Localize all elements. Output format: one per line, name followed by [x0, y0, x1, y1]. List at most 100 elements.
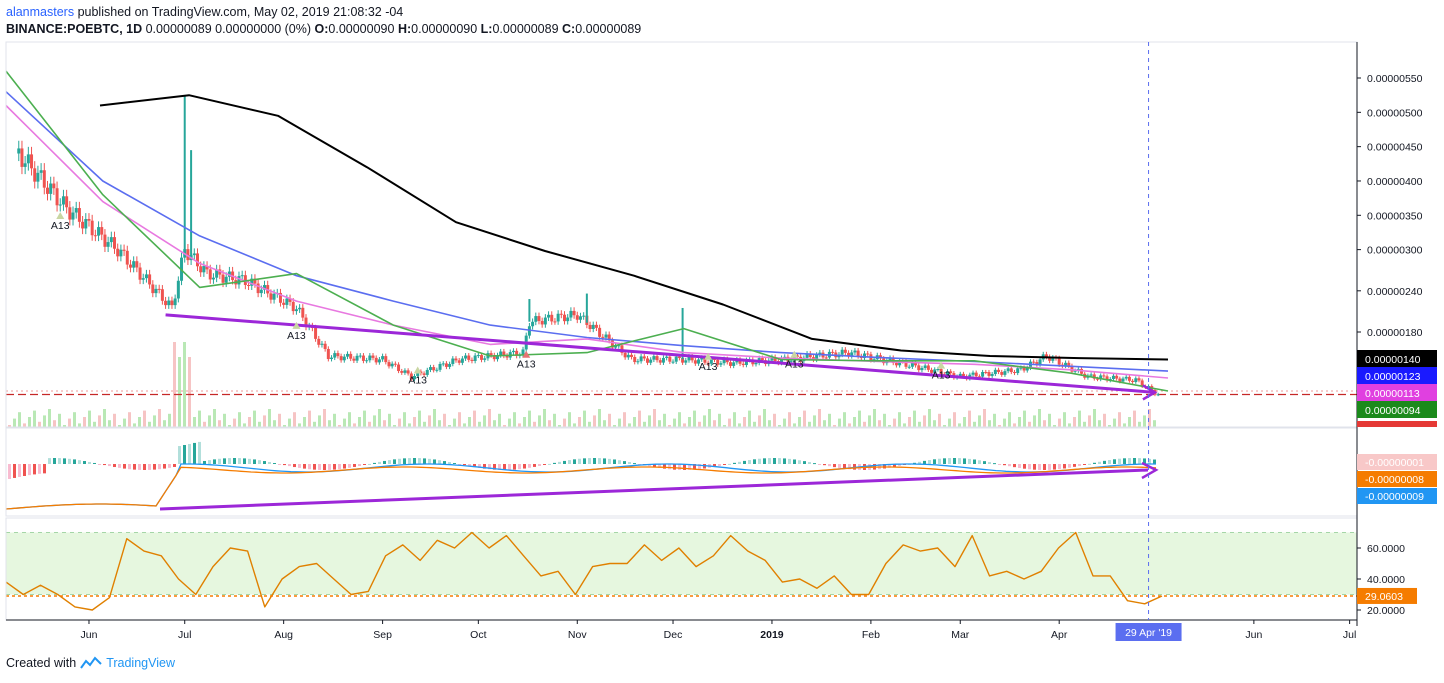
- candle-body: [1044, 354, 1048, 357]
- macd-histogram-bar: [283, 464, 286, 466]
- candle-body: [888, 357, 892, 361]
- macd-badge: [1357, 488, 1437, 504]
- macd-histogram-bar: [698, 464, 701, 470]
- volume-bar: [918, 421, 921, 427]
- candle-body: [674, 356, 678, 362]
- volume-bar: [638, 410, 641, 427]
- candle-body: [1073, 370, 1077, 372]
- macd-histogram-bar: [298, 464, 301, 468]
- volume-bar: [1048, 413, 1051, 427]
- volume-bar: [28, 417, 31, 427]
- macd-histogram-bar: [8, 464, 11, 479]
- macd-histogram-bar: [983, 461, 986, 464]
- volume-bar: [968, 410, 971, 427]
- candle-body: [531, 321, 535, 327]
- author-link[interactable]: alanmasters: [6, 5, 75, 19]
- candle-body: [314, 328, 318, 339]
- macd-histogram-bar: [263, 461, 266, 464]
- volume-bar: [803, 410, 806, 427]
- macd-histogram-bar: [748, 460, 751, 464]
- price-tick-label: 0.00000550: [1367, 73, 1423, 85]
- candle-body: [103, 234, 107, 247]
- volume-bar: [198, 410, 201, 427]
- candle-body: [700, 357, 704, 360]
- volume-bar: [1008, 412, 1011, 427]
- volume-bar: [1058, 418, 1061, 427]
- close-value: 0.00000089: [575, 22, 642, 36]
- candle-body: [170, 300, 174, 306]
- macd-histogram-bar: [1063, 464, 1066, 469]
- candle-body: [499, 351, 503, 356]
- candle-body: [195, 253, 199, 267]
- candle-body: [489, 353, 493, 356]
- volume-bar: [583, 410, 586, 427]
- price-badge: [1357, 401, 1437, 418]
- volume-bar: [983, 409, 986, 427]
- volume-bar: [1038, 409, 1041, 427]
- candle-body: [45, 187, 49, 194]
- volume-bar: [828, 413, 831, 427]
- volume-bar: [433, 409, 436, 427]
- macd-pane[interactable]: [5, 441, 1159, 511]
- macd-histogram-bar: [483, 464, 486, 469]
- macd-histogram-bar: [33, 464, 36, 475]
- volume-bar: [133, 423, 136, 427]
- volume-bar: [218, 420, 221, 427]
- rsi-pane[interactable]: [5, 531, 1357, 611]
- volume-bar: [128, 412, 131, 427]
- macd-histogram-bar: [938, 458, 941, 464]
- candle-body: [547, 314, 551, 318]
- macd-histogram-bar: [718, 464, 721, 466]
- macd-histogram-bar: [88, 461, 91, 464]
- candle-body: [703, 357, 707, 363]
- macd-histogram-bar: [108, 464, 111, 467]
- volume-bar: [308, 410, 311, 427]
- volume-bar: [793, 423, 796, 427]
- macd-histogram-bar: [768, 458, 771, 464]
- macd-histogram-bar: [458, 464, 461, 465]
- volume-bar: [183, 342, 186, 427]
- macd-trendline: [159, 468, 1149, 511]
- macd-histogram-bar: [73, 459, 76, 464]
- pattern-marker: [704, 352, 713, 360]
- volume-bar: [623, 412, 626, 427]
- candle-body: [71, 212, 75, 220]
- candle-body: [122, 249, 126, 251]
- candle-body: [993, 369, 997, 375]
- candle-body: [773, 357, 777, 362]
- volume-bar: [478, 421, 481, 427]
- candle-body: [1019, 367, 1023, 369]
- candle-body: [783, 356, 787, 358]
- candle-body: [77, 208, 81, 222]
- candle-body: [1022, 367, 1026, 371]
- macd-histogram-bar: [1038, 464, 1041, 470]
- macd-histogram-bar: [948, 458, 951, 464]
- candle-body: [330, 357, 334, 360]
- axes: 0.00000550 0.00000500 0.00000450 0.00000400…: [5, 41, 1437, 641]
- volume-bar: [648, 415, 651, 427]
- volume-bar: [1003, 418, 1006, 427]
- candle-body: [460, 358, 464, 363]
- volume-bar: [748, 410, 751, 427]
- candle-body: [33, 168, 37, 182]
- macd-histogram-bar: [543, 464, 546, 465]
- pattern-label: A13: [932, 370, 951, 382]
- macd-histogram-bar: [98, 464, 101, 465]
- candle-body: [722, 359, 726, 364]
- time-tick-label: Jul: [1343, 629, 1356, 641]
- candle-body: [1000, 371, 1004, 375]
- candle-body: [1035, 362, 1039, 365]
- candle-body: [681, 357, 685, 363]
- low-value: 0.00000089: [492, 22, 559, 36]
- candle-body: [505, 355, 509, 358]
- macd-histogram-bar: [753, 459, 756, 464]
- macd-histogram-bar: [738, 461, 741, 464]
- volume-bar: [468, 417, 471, 427]
- tradingview-brand[interactable]: TradingView: [106, 656, 175, 670]
- candle-body: [157, 288, 161, 290]
- candle-body: [138, 267, 142, 280]
- volume-bar: [1123, 423, 1126, 427]
- macd-histogram-bar: [568, 460, 571, 464]
- price-pane[interactable]: A13 A13 A13 A13 A13 A13 A13: [5, 70, 1357, 427]
